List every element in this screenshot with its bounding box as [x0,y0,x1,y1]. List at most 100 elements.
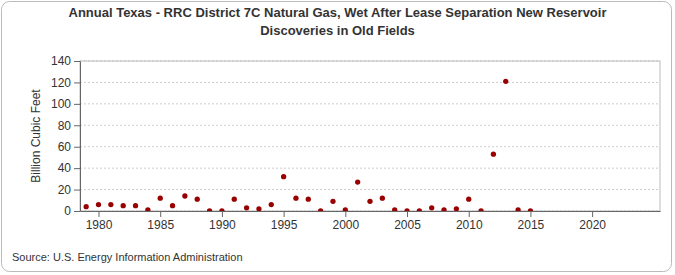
x-tick-mark [345,211,346,217]
x-tick-label: 2020 [579,218,606,232]
background [2,2,672,272]
point [108,202,113,207]
x-tick: 1985 [147,211,174,232]
grid-line [80,189,660,190]
title-line: Annual Texas - RRC District 7C Natural G… [69,5,607,20]
x-tick: 2015 [518,211,545,232]
x-tick-label: 2010 [456,218,483,232]
x-axis: 1980 1985 1990 1995 2000 2005 2010 2015 2020 [81,211,661,232]
y-tick-mark [74,211,80,212]
point [515,207,520,211]
y-tick-label: 0 [64,204,71,218]
y-tick: 60 [58,140,80,154]
grid [80,61,660,211]
point [478,208,483,211]
y-tick-label: 80 [58,119,72,133]
y-tick: 20 [58,183,80,197]
x-tick: 2005 [394,211,421,232]
x-tick: 2020 [579,211,606,232]
x-tick: 2000 [332,211,359,232]
point [306,197,311,202]
y-tick-label: 40 [58,161,72,175]
y-tick-mark [74,147,80,148]
x-tick-mark [592,211,593,217]
point [96,202,101,207]
point [417,208,422,211]
point [121,203,126,208]
point [207,208,212,211]
point [269,202,274,207]
y-tick-label: 20 [58,183,72,197]
point [133,203,138,208]
point [219,208,224,211]
point [503,79,508,84]
point [429,205,434,210]
y-tick-mark [74,168,80,169]
point [454,206,459,211]
x-tick-mark [530,211,531,217]
point [182,193,187,198]
y-tick-mark [74,104,80,105]
grid-line [80,146,660,147]
point [158,195,163,200]
point [195,197,200,202]
x-tick-mark [469,211,470,217]
point [491,152,496,157]
grid-line [80,168,660,169]
point [528,208,533,211]
chart: Annual Texas - RRC District 7C Natural G… [0,0,675,275]
x-tick-mark [407,211,408,217]
point [170,203,175,208]
y-axis-title: Billion Cubic Feet [29,89,43,183]
x-tick-mark [99,211,100,217]
point [256,206,261,211]
y-tick-label: 140 [51,54,71,68]
x-tick-mark [160,211,161,217]
point [367,199,372,204]
point [244,205,249,210]
point [343,207,348,211]
point [392,207,397,211]
y-tick-label: 100 [51,97,71,111]
x-tick-label: 1980 [86,218,113,232]
point [441,207,446,211]
y-tick: 40 [58,161,80,175]
grid-line [80,103,660,104]
point [293,195,298,200]
y-tick: 100 [51,97,80,111]
source: Source: U.S. Energy Information Administ… [12,251,243,263]
point [318,208,323,211]
y-tick: 140 [51,54,80,68]
x-tick-mark [284,211,285,217]
point [404,208,409,211]
x-tick-label: 1995 [271,218,298,232]
y-tick-label: 120 [51,76,71,90]
point [232,197,237,202]
x-tick-label: 2000 [332,218,359,232]
point [145,207,150,211]
x-tick-label: 2015 [518,218,545,232]
point [380,195,385,200]
point [330,199,335,204]
x-tick-label: 1990 [209,218,236,232]
point [84,204,89,209]
x-tick: 1980 [86,211,113,232]
point [281,174,286,179]
y-tick: 0 [64,204,80,218]
grid-line [80,82,660,83]
y-tick-mark [74,82,80,83]
x-tick-label: 1985 [147,218,174,232]
y-axis: 0 20 40 60 80 100 120 140 [51,54,81,218]
points [84,79,534,211]
title-line: Discoveries in Old Fields [260,23,415,38]
x-tick: 1995 [271,211,298,232]
x-tick-mark [222,211,223,217]
y-tick-mark [74,190,80,191]
x-tick: 2010 [456,211,483,232]
y-tick-mark [74,61,80,62]
grid-line [80,125,660,126]
x-tick: 1990 [209,211,236,232]
x-axis-line [81,211,661,212]
point [355,179,360,184]
title: Annual Texas - RRC District 7C Natural G… [69,5,607,38]
